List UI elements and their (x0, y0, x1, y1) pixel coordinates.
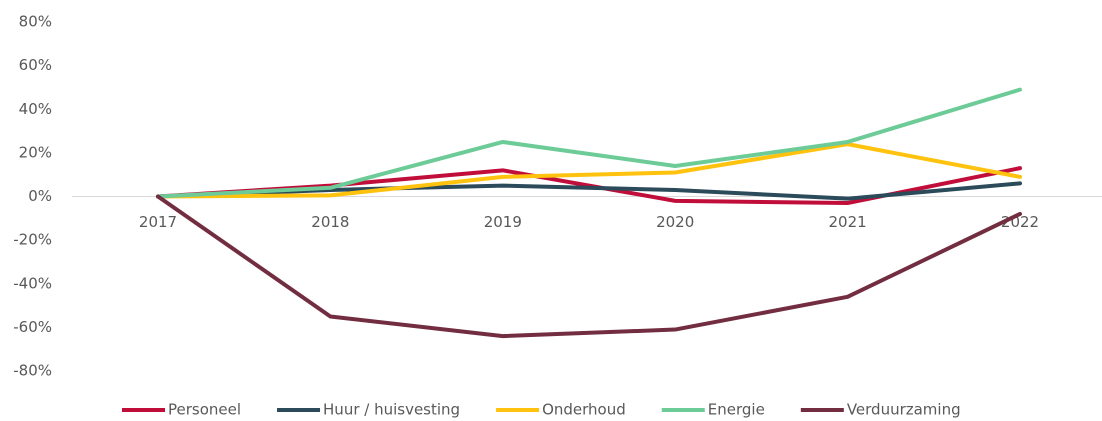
legend-label: Verduurzaming (847, 401, 961, 419)
x-tick-label: 2020 (656, 213, 694, 231)
y-tick-label: 20% (19, 143, 52, 161)
legend-label: Huur / huisvesting (323, 401, 460, 419)
y-tick-label: 80% (19, 13, 52, 31)
y-tick-label: 0% (28, 187, 52, 205)
y-tick-label: -40% (13, 274, 52, 292)
x-tick-label: 2019 (484, 213, 522, 231)
x-tick-label: 2017 (139, 213, 177, 231)
series-line (156, 142, 1022, 199)
x-tick-label: 2018 (311, 213, 349, 231)
legend-label: Personeel (168, 401, 241, 419)
y-tick-label: -60% (13, 318, 52, 336)
legend-label: Onderhoud (542, 401, 626, 419)
y-tick-label: 40% (19, 100, 52, 118)
y-tick-label: 60% (19, 56, 52, 74)
y-tick-label: -20% (13, 231, 52, 249)
y-tick-label: -80% (13, 362, 52, 380)
x-tick-label: 2021 (829, 213, 867, 231)
series-line (156, 87, 1022, 199)
series-line (156, 194, 1022, 339)
legend-label: Energie (708, 401, 765, 419)
